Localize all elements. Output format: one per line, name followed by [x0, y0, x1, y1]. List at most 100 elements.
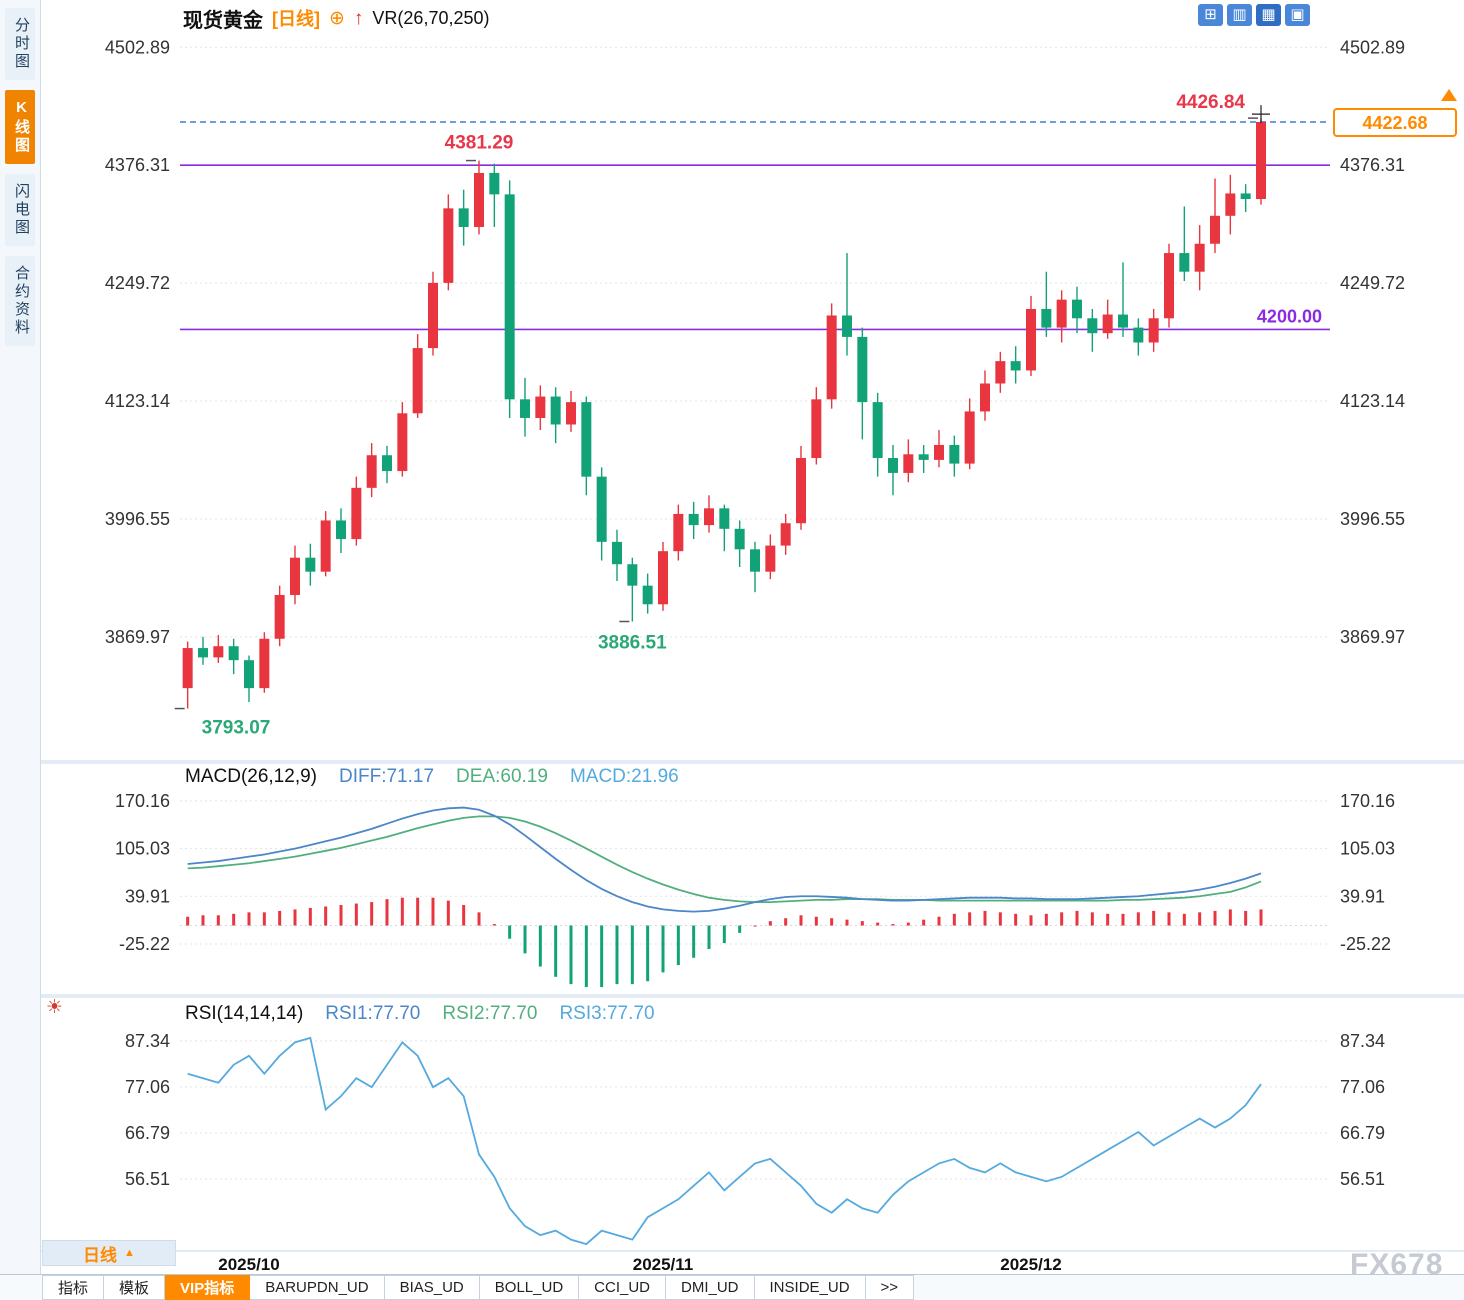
- macd-histogram-bar: [845, 919, 849, 926]
- layout-split-icon[interactable]: ▣: [1285, 4, 1310, 26]
- macd-dea-value: DEA:60.19: [456, 766, 548, 787]
- candle-body: [474, 172, 484, 227]
- rsi-title[interactable]: RSI(14,14,14): [185, 1003, 304, 1024]
- macd-histogram-bar: [784, 918, 788, 926]
- candle-body: [1133, 327, 1144, 343]
- rsi1-value: RSI1:77.70: [325, 1003, 421, 1024]
- tab-vip[interactable]: VIP指标: [165, 1275, 251, 1300]
- candle-body: [872, 402, 883, 459]
- indicator-tabbar: 指标 模板 VIP指标 BARUPDN_UD BIAS_UD BOLL_UD CCI_UD D…: [0, 1274, 1464, 1300]
- macd-axis-label-right: -25.22: [1340, 934, 1391, 954]
- candle-body: [888, 458, 898, 473]
- date-tick-label: 2025/12: [1000, 1255, 1061, 1274]
- add-indicator-icon[interactable]: ⊕: [329, 7, 345, 29]
- macd-axis-label-right: 39.91: [1340, 886, 1385, 906]
- candle-body: [305, 557, 316, 572]
- tab-inside_ud[interactable]: INSIDE_UD: [754, 1275, 866, 1300]
- macd-histogram-bar: [400, 897, 404, 926]
- period-selector-button[interactable]: 日线 ▲: [42, 1240, 176, 1266]
- macd-histogram-bar: [1259, 909, 1263, 926]
- candle-body: [673, 513, 684, 552]
- trend-up-arrow-icon: ↑: [353, 7, 364, 29]
- macd-histogram-bar: [968, 912, 972, 926]
- candle-body: [811, 399, 822, 459]
- tab-cci_ud[interactable]: CCI_UD: [579, 1275, 666, 1300]
- tab-[interactable]: 模板: [104, 1275, 166, 1300]
- candle-body: [704, 508, 714, 526]
- candle-body: [1041, 308, 1052, 328]
- macd-histogram-bar: [1213, 910, 1217, 926]
- tab-boll_ud[interactable]: BOLL_UD: [479, 1275, 580, 1300]
- macd-histogram-bar: [232, 913, 236, 926]
- sidebar-item-lightning[interactable]: 闪电图: [5, 174, 35, 246]
- macd-histogram-bar: [354, 903, 358, 926]
- tab-barupdn_ud[interactable]: BARUPDN_UD: [250, 1275, 385, 1300]
- level-line-label: 4200.00: [1257, 306, 1322, 326]
- tab-[interactable]: >>: [865, 1275, 915, 1300]
- candle-body: [382, 455, 392, 472]
- chart-header: 现货黄金 [日线] ⊕ ↑ VR(26,70,250): [183, 4, 490, 32]
- rsi-axis-label-left: 77.06: [125, 1077, 170, 1097]
- tab-[interactable]: 指标: [42, 1275, 105, 1300]
- last-price-value: 4422.68: [1362, 113, 1427, 133]
- macd-histogram-bar: [584, 925, 588, 988]
- layout-crosshair-icon[interactable]: ⊞: [1198, 4, 1223, 26]
- candle-body: [842, 315, 852, 337]
- rsi-axis-label-right: 77.06: [1340, 1077, 1385, 1097]
- candle-body: [1087, 318, 1098, 334]
- period-tag[interactable]: [日线]: [272, 9, 320, 29]
- rsi-line: [187, 1036, 1262, 1246]
- candle-body: [857, 336, 868, 403]
- macd-histogram-bar: [1121, 913, 1125, 926]
- candle-body: [489, 172, 500, 195]
- candle-body: [780, 523, 791, 546]
- macd-histogram-bar: [1136, 912, 1140, 926]
- sidebar-item-contract[interactable]: 合约资料: [5, 256, 35, 346]
- price-axis-label-right: 4502.89: [1340, 37, 1405, 57]
- candle-body: [1056, 299, 1067, 328]
- macd-histogram-bar: [1198, 912, 1202, 926]
- macd-histogram-bar: [799, 915, 803, 926]
- price-annotation: 3886.51: [598, 633, 667, 654]
- macd-title[interactable]: MACD(26,12,9): [185, 766, 317, 787]
- sidebar-item-timeline[interactable]: 分时图: [5, 8, 35, 80]
- macd-histogram-bar: [201, 915, 205, 926]
- price-axis-label-left: 3996.55: [105, 509, 170, 529]
- candle-body: [596, 476, 607, 542]
- date-tick-label: 2025/10: [218, 1255, 279, 1274]
- candle-body: [612, 541, 622, 565]
- price-annotation: 3793.07: [202, 718, 271, 739]
- candle-body: [903, 454, 914, 473]
- candle-body: [918, 454, 929, 460]
- candle-body: [504, 194, 515, 400]
- candle-body: [734, 528, 745, 550]
- rsi-header: RSI(14,14,14) RSI1:77.70 RSI2:77.70 RSI3…: [185, 1003, 655, 1025]
- candle-body: [750, 549, 760, 572]
- sidebar-item-kline[interactable]: K线图: [5, 90, 35, 164]
- macd-histogram-bar: [646, 925, 650, 982]
- rsi-axis-label-left: 87.34: [125, 1031, 170, 1051]
- macd-histogram-bar: [462, 905, 466, 926]
- indicator-settings-icon[interactable]: ☀: [46, 997, 64, 1018]
- macd-histogram-bar: [600, 925, 604, 988]
- macd-histogram-bar: [1152, 910, 1156, 926]
- candle-body: [1010, 361, 1021, 371]
- layout-icon-group: ⊞ ▥ ▦ ▣: [1198, 4, 1310, 26]
- candle-body: [244, 660, 254, 689]
- macd-histogram-bar: [492, 924, 496, 926]
- tab-bias_ud[interactable]: BIAS_UD: [384, 1275, 480, 1300]
- vr-indicator-label: VR(26,70,250): [372, 7, 490, 28]
- layout-grid-icon[interactable]: ▥: [1227, 4, 1252, 26]
- layout-chart-icon[interactable]: ▦: [1256, 4, 1281, 26]
- macd-axis-label-left: 105.03: [115, 839, 170, 859]
- candle-body: [1210, 215, 1220, 244]
- candle-body: [228, 646, 239, 661]
- price-axis-label-right: 4123.14: [1340, 391, 1405, 411]
- candle-body: [826, 315, 837, 400]
- macd-histogram-bar: [1044, 913, 1048, 926]
- candle-body: [428, 282, 438, 349]
- tab-dmi_ud[interactable]: DMI_UD: [666, 1275, 755, 1300]
- macd-histogram-bar: [830, 918, 834, 926]
- macd-histogram-bar: [937, 916, 941, 926]
